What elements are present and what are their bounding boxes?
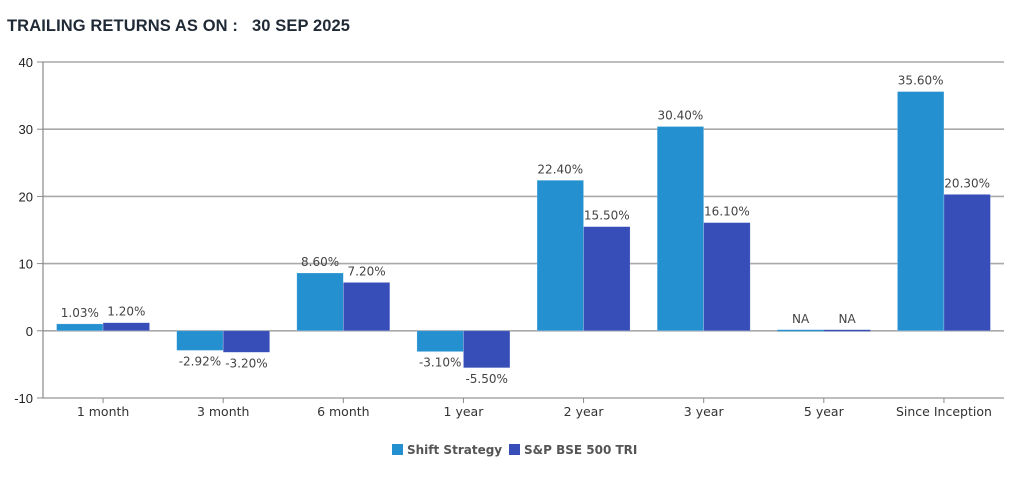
bar — [222, 330, 270, 353]
bar — [56, 323, 104, 332]
data-label: 30.40% — [658, 109, 704, 123]
x-tick-label: 3 month — [197, 404, 250, 419]
legend-swatch — [509, 444, 520, 455]
bar — [777, 329, 824, 332]
y-tick-label: 30 — [19, 122, 33, 137]
y-tick-label: 40 — [19, 55, 33, 70]
bar — [656, 126, 704, 332]
data-label: 1.03% — [61, 306, 99, 320]
legend-label: S&P BSE 500 TRI — [524, 443, 637, 457]
data-labels: 1.03% 1.20% -2.92% -3.20% 8.60% 7.20% -3.10% -5… — [61, 74, 990, 386]
data-label: 20.30% — [944, 176, 990, 190]
y-tick-label: 20 — [19, 189, 33, 204]
y-tick-label: -10 — [14, 391, 33, 406]
data-label: -5.50% — [465, 372, 507, 386]
legend: Shift Strategy S&P BSE 500 TRI — [392, 443, 637, 457]
y-tick-label: 10 — [19, 257, 33, 272]
data-label: -3.10% — [419, 356, 461, 370]
data-label: 15.50% — [584, 209, 630, 223]
bar — [536, 179, 584, 332]
bar — [823, 329, 871, 332]
bar — [176, 330, 224, 351]
legend-swatch — [392, 444, 403, 455]
axes: 40 30 20 10 0 -10 1 month 3 month 6 month 1 year 2… — [14, 55, 992, 419]
x-tick-label: 5 year — [804, 404, 845, 419]
x-tick-label: 2 year — [564, 404, 605, 419]
data-label: 22.40% — [537, 162, 583, 176]
bar — [583, 226, 631, 332]
bar — [416, 330, 464, 352]
data-label: 8.60% — [301, 255, 339, 269]
chart-title: TRAILING RETURNS AS ON : 30 SEP 2025 — [7, 17, 351, 35]
x-tick-label: 3 year — [684, 404, 725, 419]
data-label: 35.60% — [898, 74, 944, 88]
bar — [296, 272, 344, 332]
bar — [463, 330, 511, 369]
bar — [897, 91, 945, 332]
bars — [56, 91, 991, 369]
x-tick-label: 6 month — [317, 404, 370, 419]
data-label: -3.20% — [225, 356, 267, 370]
bar — [102, 322, 150, 332]
data-label: NA — [792, 312, 810, 326]
data-label: -2.92% — [179, 354, 221, 368]
legend-label: Shift Strategy — [407, 443, 502, 457]
bar — [703, 222, 751, 332]
data-label: NA — [838, 312, 856, 326]
x-tick-label: 1 month — [77, 404, 130, 419]
data-label: 16.10% — [704, 205, 750, 219]
x-tick-label: Since Inception — [896, 404, 992, 419]
x-tick-label: 1 year — [444, 404, 485, 419]
bar — [943, 194, 991, 332]
y-tick-label: 0 — [26, 324, 33, 339]
data-label: 7.20% — [348, 264, 386, 278]
bar — [343, 282, 391, 332]
data-label: 1.20% — [107, 305, 145, 319]
